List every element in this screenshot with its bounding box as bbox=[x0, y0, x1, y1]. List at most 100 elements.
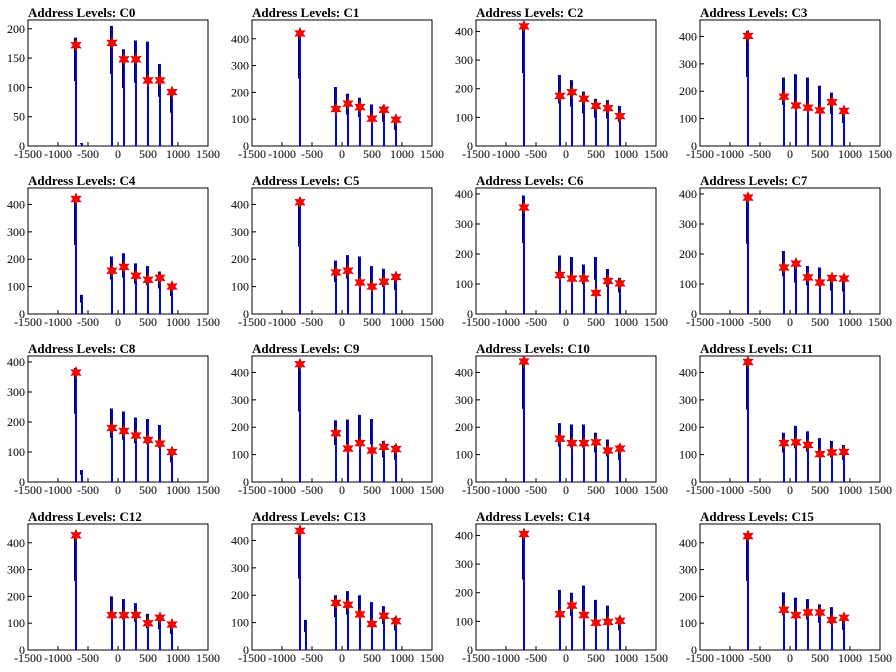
x-tick-label: -1500 bbox=[462, 483, 490, 497]
x-tick-label: 500 bbox=[587, 483, 605, 497]
y-tick-label: 400 bbox=[679, 29, 697, 43]
peak-marker bbox=[590, 99, 602, 113]
peak-marker bbox=[814, 605, 826, 620]
peak-marker bbox=[106, 264, 118, 278]
x-tick-label: 0 bbox=[339, 651, 345, 665]
peak-marker bbox=[154, 73, 166, 88]
histogram-panel: Address Levels: C15 0 100 200 300 400 -1500 -10… bbox=[679, 509, 892, 665]
plot-frame bbox=[475, 19, 657, 147]
y-tick-label: 200 bbox=[231, 588, 249, 602]
x-tick-label: 0 bbox=[787, 315, 793, 329]
y-tick-label: 0 bbox=[467, 475, 473, 489]
peak-marker bbox=[790, 608, 802, 622]
y-tick-label: 300 bbox=[679, 563, 697, 577]
peak-marker bbox=[778, 260, 790, 275]
plot-frame bbox=[27, 523, 209, 651]
x-tick-label: -1000 bbox=[492, 315, 520, 329]
peak-marker bbox=[578, 436, 590, 450]
y-tick-label: 100 bbox=[7, 80, 25, 94]
x-tick-label: -1000 bbox=[716, 483, 744, 497]
histogram-panel: Address Levels: C6 0 100 200 300 400 -1500 -100… bbox=[455, 173, 668, 329]
x-tick-label: 1000 bbox=[166, 315, 190, 329]
x-tick-label: -500 bbox=[525, 315, 547, 329]
peak-marker bbox=[330, 265, 342, 280]
y-tick-label: 400 bbox=[455, 187, 473, 201]
plot-frame bbox=[27, 355, 209, 483]
peak-marker bbox=[838, 611, 850, 625]
y-tick-label: 400 bbox=[455, 24, 473, 38]
y-tick-label: 200 bbox=[231, 420, 249, 434]
x-tick-label: -500 bbox=[749, 315, 771, 329]
y-tick-label: 100 bbox=[7, 280, 25, 294]
x-tick-label: -500 bbox=[301, 651, 323, 665]
x-tick-label: 1000 bbox=[390, 651, 414, 665]
y-tick-label: 300 bbox=[231, 561, 249, 575]
panel-title: Address Levels: C11 bbox=[700, 341, 813, 356]
y-tick-label: 400 bbox=[231, 32, 249, 46]
panel-title: Address Levels: C2 bbox=[476, 5, 583, 20]
peak-marker bbox=[130, 428, 142, 443]
histogram-panel: Address Levels: C3 0 100 200 300 400 -1500 -100… bbox=[679, 5, 892, 161]
peak-marker bbox=[590, 616, 602, 630]
y-tick-label: 200 bbox=[231, 85, 249, 99]
x-tick-label: 0 bbox=[115, 147, 121, 161]
y-tick-label: 100 bbox=[679, 616, 697, 630]
x-tick-label: -500 bbox=[525, 483, 547, 497]
peak-marker bbox=[118, 52, 130, 66]
peak-marker bbox=[354, 607, 366, 622]
y-tick-label: 400 bbox=[7, 536, 25, 550]
peak-marker bbox=[778, 603, 790, 617]
y-tick-label: 0 bbox=[19, 139, 25, 153]
plot-frame bbox=[251, 19, 433, 147]
peak-marker bbox=[366, 279, 378, 294]
peak-marker bbox=[166, 617, 178, 632]
x-tick-label: -500 bbox=[749, 147, 771, 161]
peak-marker bbox=[142, 433, 154, 447]
x-tick-label: -1500 bbox=[686, 315, 714, 329]
y-tick-label: 300 bbox=[455, 217, 473, 231]
peak-marker bbox=[790, 256, 802, 271]
y-tick-label: 200 bbox=[7, 252, 25, 266]
y-tick-label: 300 bbox=[231, 393, 249, 407]
plot-frame bbox=[475, 523, 657, 651]
y-tick-label: 200 bbox=[455, 82, 473, 96]
peak-marker bbox=[130, 608, 142, 622]
x-tick-label: -500 bbox=[749, 651, 771, 665]
peak-marker bbox=[566, 436, 578, 450]
y-tick-label: 200 bbox=[455, 420, 473, 434]
y-tick-label: 400 bbox=[231, 197, 249, 211]
peak-marker bbox=[70, 528, 82, 542]
plot-frame bbox=[475, 355, 657, 483]
y-tick-label: 400 bbox=[231, 533, 249, 547]
peak-marker bbox=[814, 103, 826, 118]
x-tick-label: 0 bbox=[339, 483, 345, 497]
plot-frame bbox=[699, 523, 881, 651]
y-tick-label: 100 bbox=[455, 448, 473, 462]
x-tick-label: 1500 bbox=[868, 483, 892, 497]
x-tick-label: 0 bbox=[115, 315, 121, 329]
x-tick-label: 1000 bbox=[838, 651, 862, 665]
peak-marker bbox=[518, 19, 530, 33]
peak-marker bbox=[566, 271, 578, 286]
y-tick-label: 100 bbox=[7, 445, 25, 459]
peak-marker bbox=[294, 357, 306, 371]
peak-marker bbox=[614, 441, 626, 456]
x-tick-label: -1500 bbox=[686, 147, 714, 161]
x-tick-label: -500 bbox=[77, 315, 99, 329]
peak-marker bbox=[342, 264, 354, 278]
peak-marker bbox=[838, 445, 850, 459]
peak-marker bbox=[790, 435, 802, 449]
peak-marker bbox=[378, 440, 390, 454]
peak-marker bbox=[166, 85, 178, 99]
y-tick-label: 100 bbox=[231, 112, 249, 126]
peak-marker bbox=[70, 38, 82, 52]
peak-marker bbox=[154, 436, 166, 451]
x-tick-label: 1500 bbox=[196, 651, 220, 665]
x-tick-label: -500 bbox=[301, 315, 323, 329]
x-tick-label: -1000 bbox=[716, 315, 744, 329]
y-tick-label: 400 bbox=[455, 365, 473, 379]
x-tick-label: 500 bbox=[139, 315, 157, 329]
peak-marker bbox=[566, 598, 578, 613]
peak-marker bbox=[826, 445, 838, 460]
histogram-panel: Address Levels: C0 0 50 100 150 200 -1500 -1000… bbox=[7, 5, 220, 161]
